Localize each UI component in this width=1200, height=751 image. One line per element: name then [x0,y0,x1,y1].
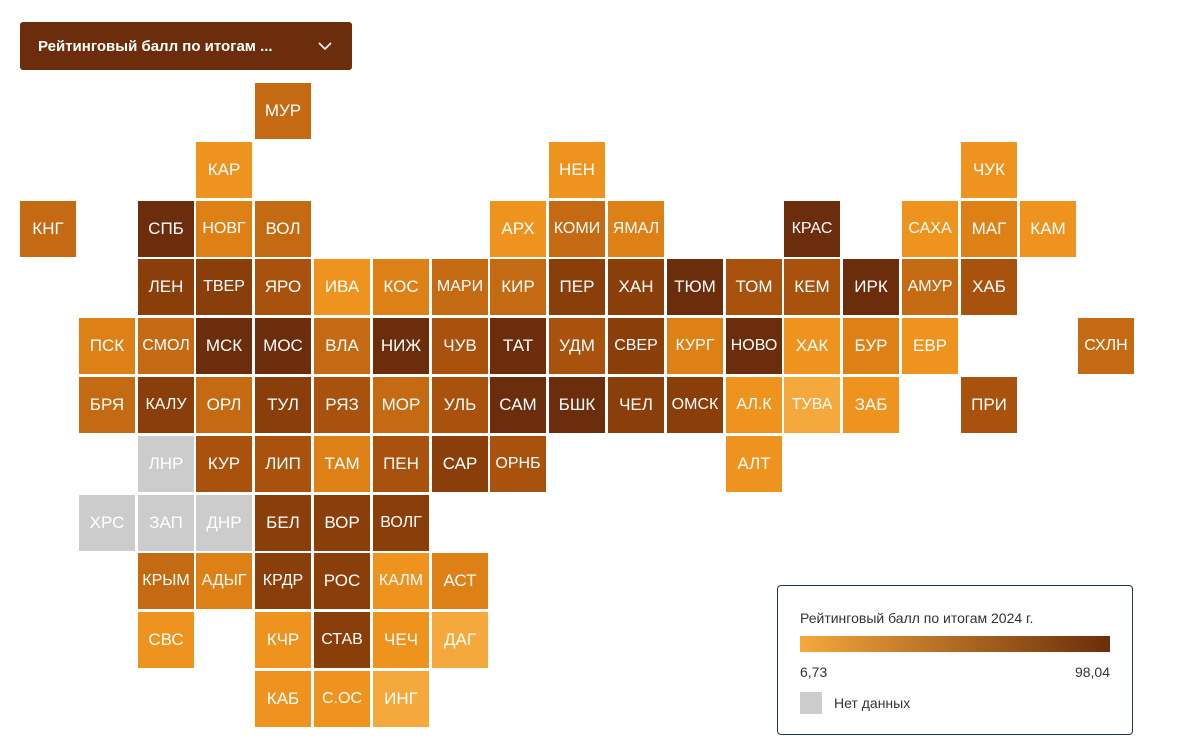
region-tile[interactable]: ИНГ [373,671,429,727]
region-tile[interactable]: НИЖ [373,318,429,374]
region-tile[interactable]: КНГ [20,201,76,257]
region-tile[interactable]: ВОЛГ [373,495,429,551]
region-tile[interactable]: ДНР [196,495,252,551]
region-tile[interactable]: СВЕР [608,318,664,374]
region-tile[interactable]: АСТ [432,553,488,609]
region-tile[interactable]: НЕН [549,142,605,198]
region-tile[interactable]: АДЫГ [196,553,252,609]
region-tile[interactable]: ХРС [79,495,135,551]
region-tile[interactable]: МАРИ [432,259,488,315]
legend-nodata-label: Нет данных [834,695,911,711]
region-tile[interactable]: КРДР [255,553,311,609]
region-tile[interactable]: КРЫМ [138,553,194,609]
region-tile[interactable]: БШК [549,377,605,433]
region-tile[interactable]: СХЛН [1078,318,1134,374]
region-tile[interactable]: ВЛА [314,318,370,374]
region-tile[interactable]: ЯРО [255,259,311,315]
region-tile[interactable]: НОВГ [196,201,252,257]
region-tile[interactable]: БУР [843,318,899,374]
chevron-down-icon [318,42,332,51]
region-tile[interactable]: КИР [490,259,546,315]
region-tile[interactable]: КЧР [255,612,311,668]
region-tile[interactable]: ЧЕЧ [373,612,429,668]
region-tile[interactable]: УДМ [549,318,605,374]
region-tile[interactable]: ПЕН [373,436,429,492]
region-tile[interactable]: КАР [196,142,252,198]
region-tile[interactable]: КАЛМ [373,553,429,609]
region-tile[interactable]: СПБ [138,201,194,257]
region-tile[interactable]: КОМИ [549,201,605,257]
legend-title: Рейтинговый балл по итогам 2024 г. [800,610,1034,626]
region-tile[interactable]: НОВО [726,318,782,374]
region-tile[interactable]: ЛЕН [138,259,194,315]
region-tile[interactable]: МОС [255,318,311,374]
region-tile[interactable]: ТЮМ [667,259,723,315]
region-tile[interactable]: КАБ [255,671,311,727]
indicator-dropdown[interactable]: Рейтинговый балл по итогам ... [20,22,352,70]
region-tile[interactable]: ПРИ [961,377,1017,433]
region-tile[interactable]: С.ОС [314,671,370,727]
region-tile[interactable]: МУР [255,83,311,139]
region-tile[interactable]: ЗАП [138,495,194,551]
region-tile[interactable]: ПСК [79,318,135,374]
region-tile[interactable]: КУР [196,436,252,492]
region-tile[interactable]: ТУВА [784,377,840,433]
region-tile[interactable]: АЛТ [726,436,782,492]
region-tile[interactable]: МСК [196,318,252,374]
region-tile[interactable]: ТВЕР [196,259,252,315]
region-tile[interactable]: ЯМАЛ [608,201,664,257]
region-tile[interactable]: ДАГ [432,612,488,668]
region-tile[interactable]: ИВА [314,259,370,315]
region-tile[interactable]: АМУР [902,259,958,315]
region-tile[interactable]: КАЛУ [138,377,194,433]
region-tile[interactable]: РОС [314,553,370,609]
region-tile[interactable]: БЕЛ [255,495,311,551]
legend-min-value: 6,73 [800,664,828,680]
region-tile[interactable]: КАМ [1020,201,1076,257]
region-tile[interactable]: ЧУК [961,142,1017,198]
region-tile[interactable]: ХАБ [961,259,1017,315]
region-tile[interactable]: РЯЗ [314,377,370,433]
region-tile[interactable]: КРАС [784,201,840,257]
region-tile[interactable]: САМ [490,377,546,433]
region-tile[interactable]: БРЯ [79,377,135,433]
region-tile[interactable]: СТАВ [314,612,370,668]
region-tile[interactable]: АРХ [490,201,546,257]
dropdown-label: Рейтинговый балл по итогам ... [38,37,273,55]
region-tile[interactable]: ПЕР [549,259,605,315]
region-tile[interactable]: СМОЛ [138,318,194,374]
legend: Рейтинговый балл по итогам 2024 г. 6,73 … [777,585,1133,735]
region-tile[interactable]: ХАН [608,259,664,315]
region-tile[interactable]: ИРК [843,259,899,315]
region-tile[interactable]: ЛНР [138,436,194,492]
region-tile[interactable]: ЧУВ [432,318,488,374]
region-tile[interactable]: ТАТ [490,318,546,374]
region-tile[interactable]: ЗАБ [843,377,899,433]
legend-max-value: 98,04 [1074,664,1110,680]
region-tile[interactable]: ХАК [784,318,840,374]
region-tile[interactable]: ТАМ [314,436,370,492]
region-tile[interactable]: ВОР [314,495,370,551]
region-tile[interactable]: АЛ.К [726,377,782,433]
legend-color-scale [800,636,1110,652]
region-tile[interactable]: МОР [373,377,429,433]
region-tile[interactable]: ОРНБ [490,436,546,492]
region-tile[interactable]: МАГ [961,201,1017,257]
region-tile[interactable]: КОС [373,259,429,315]
region-tile[interactable]: ЧЕЛ [608,377,664,433]
region-tile[interactable]: ЛИП [255,436,311,492]
region-tile[interactable]: САР [432,436,488,492]
region-tile[interactable]: КУРГ [667,318,723,374]
region-tile[interactable]: КЕМ [784,259,840,315]
region-tile[interactable]: САХА [902,201,958,257]
region-tile[interactable]: УЛЬ [432,377,488,433]
region-tile[interactable]: ВОЛ [255,201,311,257]
region-tile[interactable]: ЕВР [902,318,958,374]
region-tile[interactable]: ТУЛ [255,377,311,433]
region-tile[interactable]: ТОМ [726,259,782,315]
region-tile[interactable]: СВС [138,612,194,668]
region-tile[interactable]: ОМСК [667,377,723,433]
region-tile[interactable]: ОРЛ [196,377,252,433]
legend-nodata-swatch [800,692,822,714]
